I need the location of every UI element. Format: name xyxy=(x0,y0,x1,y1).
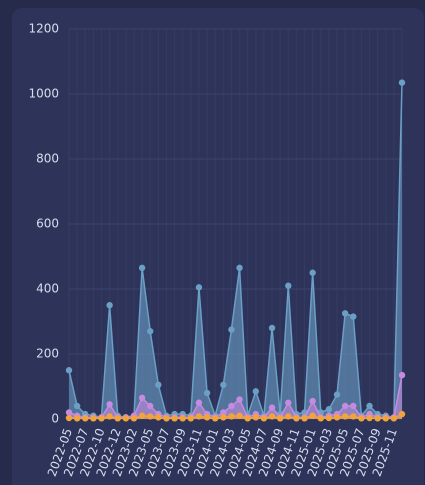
point xyxy=(382,415,389,422)
point xyxy=(341,310,349,317)
y-tick-label: 1000 xyxy=(28,87,59,101)
y-tick-label: 1200 xyxy=(28,22,59,36)
point xyxy=(147,402,154,410)
point xyxy=(236,412,243,419)
point xyxy=(341,402,349,410)
point xyxy=(211,415,219,422)
point xyxy=(98,415,105,422)
point xyxy=(73,402,81,410)
point xyxy=(228,326,235,333)
point xyxy=(333,414,341,421)
point xyxy=(350,413,357,420)
point xyxy=(163,415,170,422)
y-tick-label: 200 xyxy=(36,347,59,361)
point xyxy=(317,415,324,422)
point xyxy=(73,415,81,422)
y-tick-label: 800 xyxy=(36,152,59,166)
point xyxy=(106,413,113,420)
point xyxy=(130,415,138,422)
point xyxy=(350,313,357,320)
point xyxy=(309,412,316,419)
point xyxy=(90,415,97,422)
point xyxy=(252,388,260,395)
point xyxy=(220,409,227,416)
point xyxy=(350,402,357,410)
point xyxy=(155,381,162,389)
point xyxy=(293,415,300,422)
point xyxy=(374,415,381,422)
point xyxy=(171,415,178,422)
point xyxy=(366,402,373,410)
point xyxy=(285,282,292,289)
point xyxy=(268,404,276,411)
point xyxy=(228,402,235,410)
point xyxy=(220,381,227,389)
point xyxy=(268,413,276,420)
point xyxy=(65,367,73,374)
point xyxy=(301,415,308,422)
point xyxy=(195,284,203,291)
point xyxy=(155,414,162,421)
point xyxy=(252,414,260,421)
point xyxy=(106,401,113,408)
point xyxy=(228,413,235,420)
point xyxy=(358,415,365,422)
y-tick-label: 400 xyxy=(36,282,59,296)
point xyxy=(138,264,146,272)
point xyxy=(285,413,292,420)
point xyxy=(236,264,243,272)
point xyxy=(138,394,146,402)
point xyxy=(398,79,406,86)
point xyxy=(390,415,398,422)
point xyxy=(366,414,373,422)
point xyxy=(309,269,316,276)
point xyxy=(333,391,341,398)
area xyxy=(69,82,402,419)
point xyxy=(276,415,284,422)
point xyxy=(114,415,121,422)
y-tick-label: 0 xyxy=(51,412,59,426)
point xyxy=(220,414,227,421)
point xyxy=(203,414,211,421)
point xyxy=(106,302,113,309)
point xyxy=(82,415,89,422)
point xyxy=(195,413,203,420)
point xyxy=(268,324,276,332)
point xyxy=(325,414,333,422)
point xyxy=(122,415,130,422)
point xyxy=(203,389,211,397)
point xyxy=(187,415,195,422)
point xyxy=(244,415,251,422)
point xyxy=(65,414,73,422)
point xyxy=(65,409,73,416)
point xyxy=(341,413,349,420)
point xyxy=(260,415,268,422)
point xyxy=(398,371,406,379)
point xyxy=(138,412,146,419)
point xyxy=(309,397,316,405)
point xyxy=(147,328,154,335)
y-tick-label: 600 xyxy=(36,217,59,231)
point xyxy=(285,399,292,406)
point xyxy=(195,399,203,406)
point xyxy=(179,415,186,422)
point xyxy=(236,396,243,403)
point xyxy=(325,406,333,413)
point xyxy=(147,413,154,420)
point xyxy=(398,410,406,418)
